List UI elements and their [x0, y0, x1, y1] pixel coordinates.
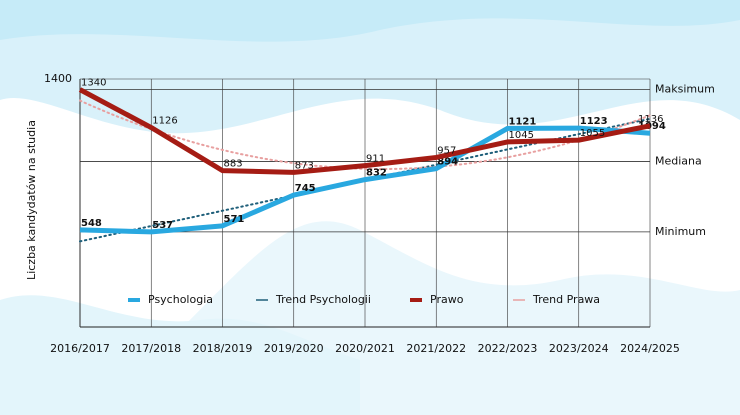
y-tick-label: 1400 [44, 72, 72, 85]
data-label: 1121 [509, 116, 537, 127]
data-label: 537 [152, 220, 173, 231]
data-label: 894 [437, 157, 458, 168]
data-label: 1136 [638, 114, 663, 125]
reference-label: Maksimum [655, 83, 715, 96]
legend-label: Psychologia [148, 293, 213, 306]
data-label: 1094 [638, 121, 666, 132]
x-tick-label: 2021/2022 [406, 342, 466, 355]
data-label: 1123 [580, 116, 608, 127]
data-label: 832 [366, 168, 387, 179]
data-label: 1126 [152, 116, 177, 127]
data-label: 1045 [509, 130, 534, 141]
legend-label: Trend Psychologii [275, 293, 371, 306]
data-label: 548 [81, 218, 102, 229]
legend-label: Prawo [430, 293, 464, 306]
data-label: 911 [366, 154, 385, 165]
data-label: 571 [224, 214, 245, 225]
x-tick-label: 2017/2018 [121, 342, 181, 355]
x-tick-label: 2018/2019 [193, 342, 253, 355]
series-line [78, 87, 651, 175]
reference-label: Mediana [655, 155, 702, 168]
data-label: 1340 [81, 78, 106, 89]
data-label: 873 [295, 160, 314, 171]
y-axis-label: Liczba kandydatów na studia [25, 120, 38, 280]
x-tick-label: 2016/2017 [50, 342, 110, 355]
reference-label: Minimum [655, 225, 706, 238]
x-tick-label: 2022/2023 [478, 342, 538, 355]
data-label: 745 [295, 183, 316, 194]
x-tick-label: 2024/2025 [620, 342, 680, 355]
x-tick-label: 2020/2021 [335, 342, 395, 355]
data-label: 883 [224, 159, 243, 170]
legend-label: Trend Prawa [532, 293, 600, 306]
series-line [79, 125, 651, 235]
x-tick-label: 2019/2020 [264, 342, 324, 355]
x-tick-label: 2023/2024 [549, 342, 609, 355]
data-label: 957 [437, 145, 456, 156]
trend-line [79, 99, 651, 170]
data-label: 1055 [580, 128, 605, 139]
